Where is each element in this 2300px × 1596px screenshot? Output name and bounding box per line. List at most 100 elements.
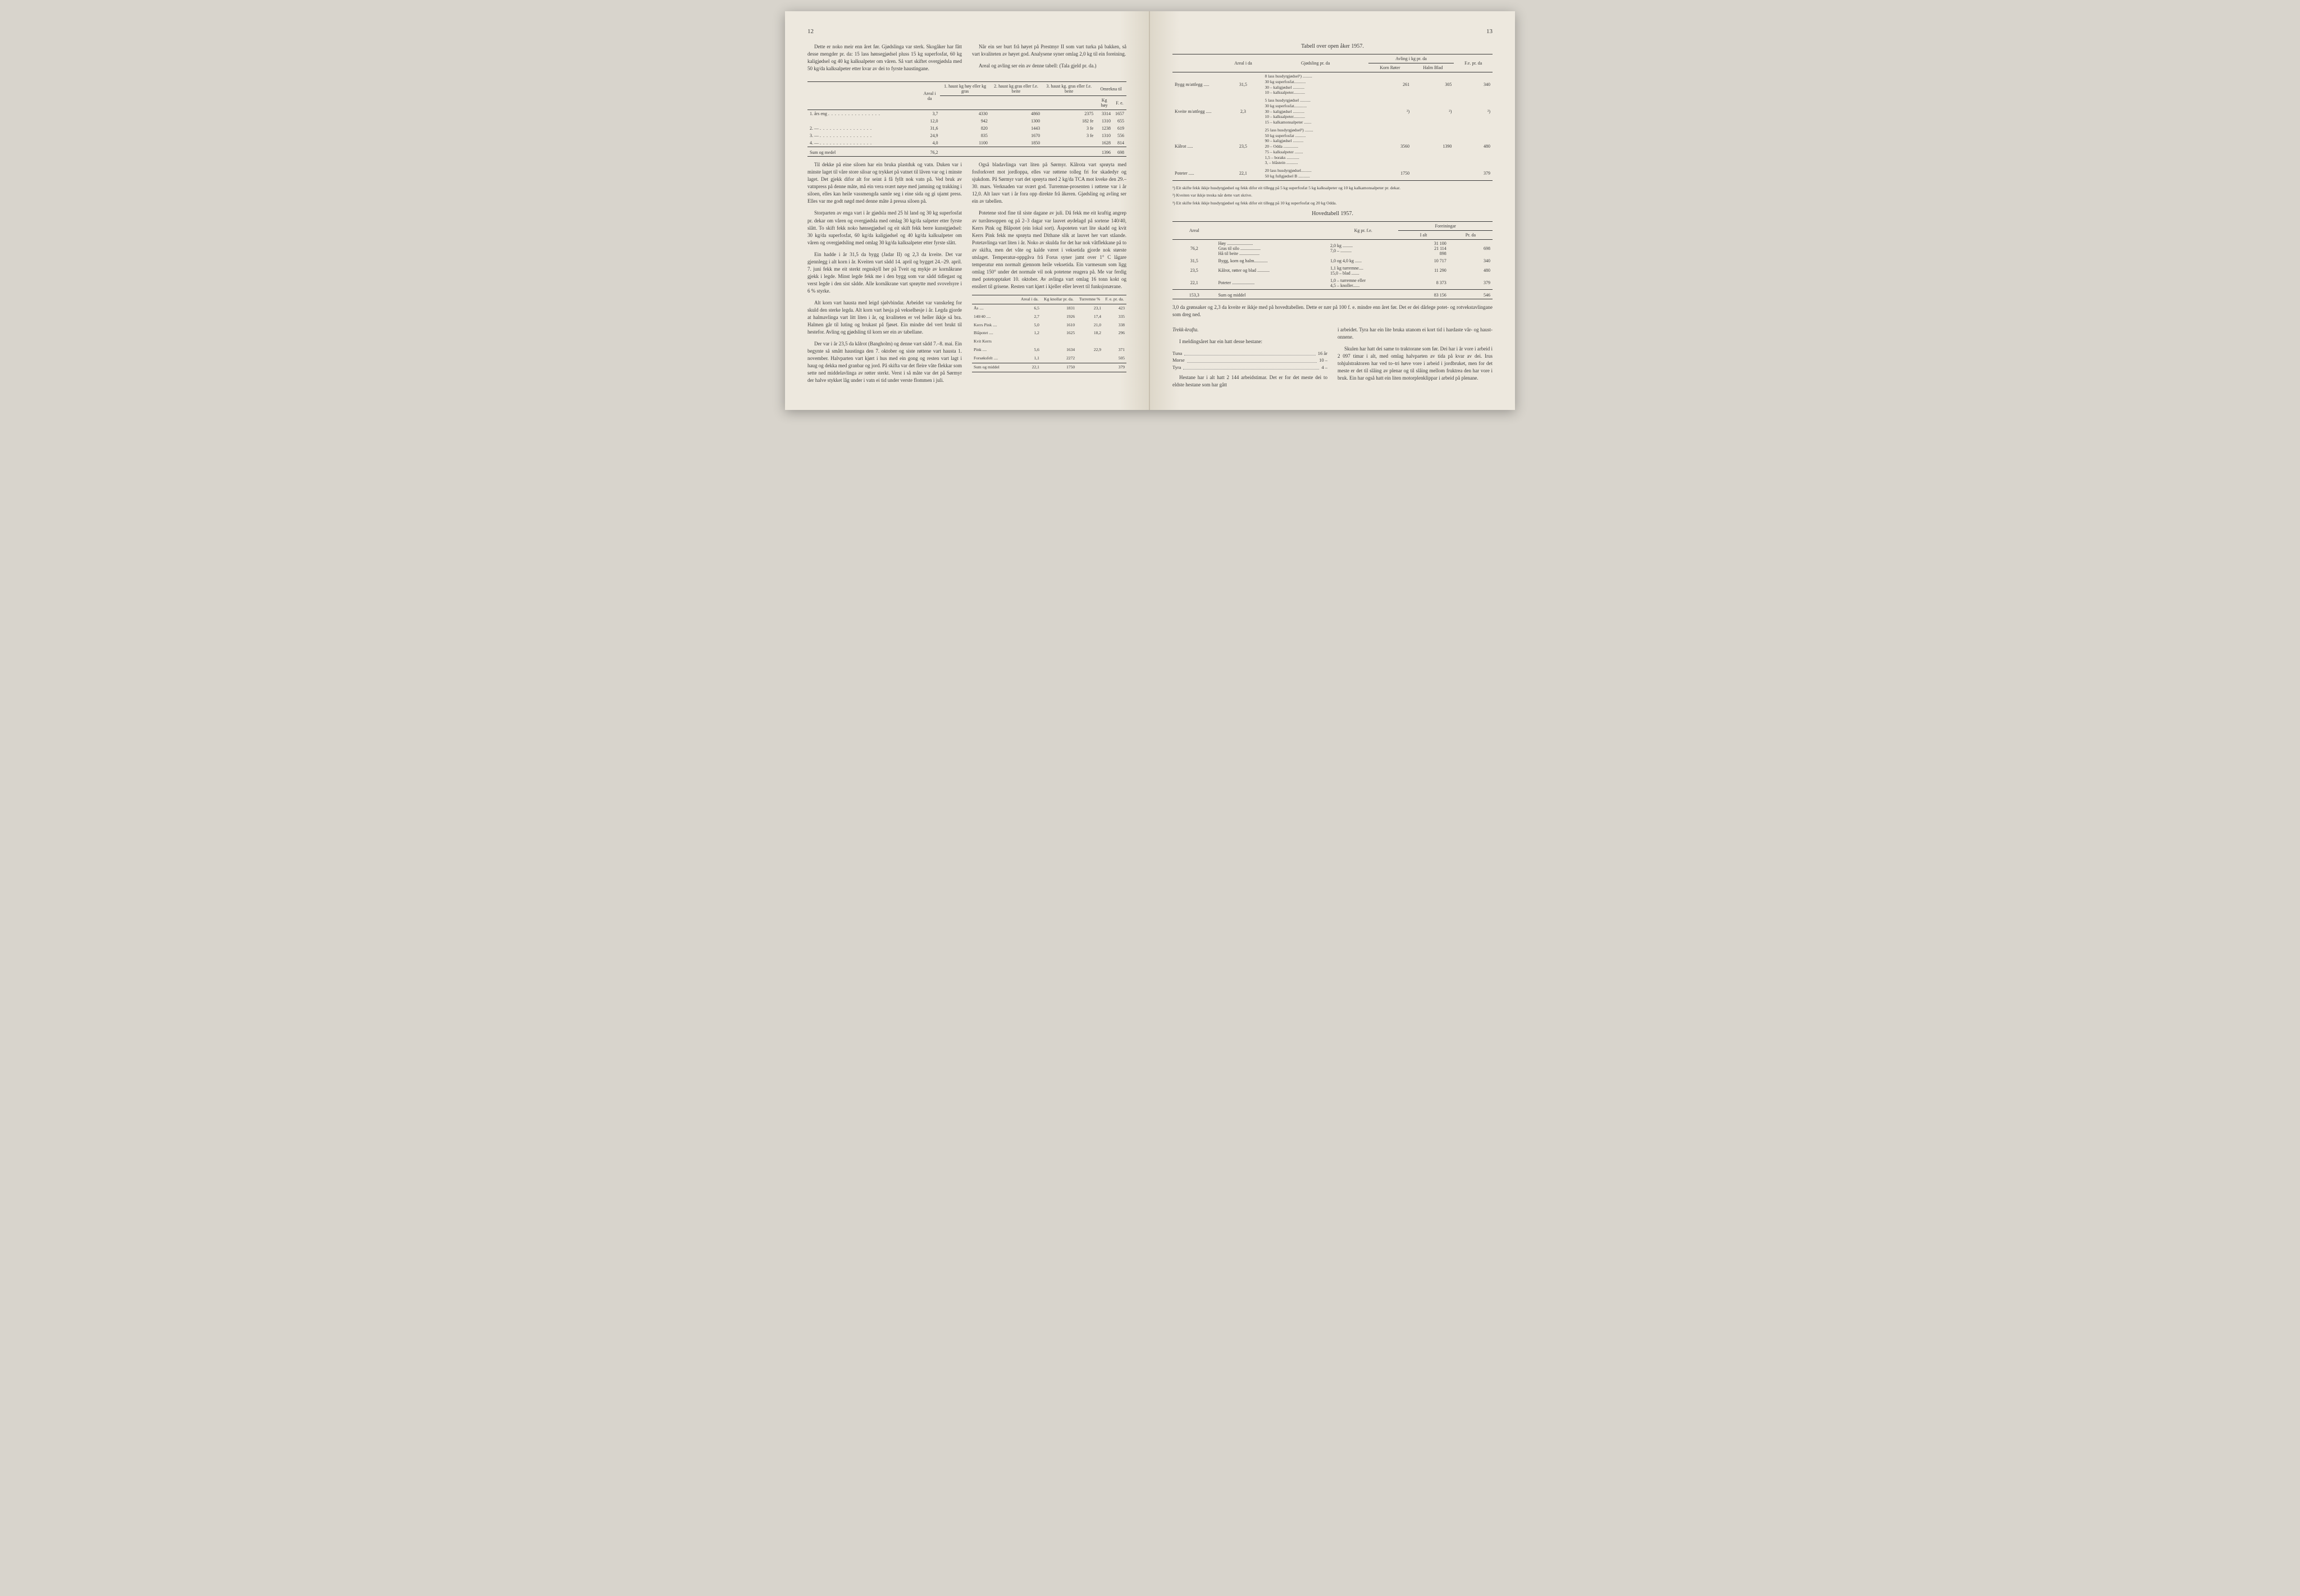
td: 83 156: [1398, 289, 1448, 299]
td: 379: [1454, 167, 1493, 180]
td: 1238: [1096, 125, 1113, 132]
th: Areal: [1172, 221, 1216, 239]
horse-name: Tuna: [1172, 350, 1182, 357]
crop: Kålrot .....: [1172, 126, 1224, 167]
para: Hestane har i alt hatt 2 144 arbeidstima…: [1172, 374, 1327, 389]
td: 1,1: [1019, 354, 1041, 363]
th: F. e. pr. da.: [1103, 295, 1126, 304]
td: 22,1: [1019, 363, 1041, 372]
hoved-table: Areal Kg pr. f.e. Foreiningar I alt Pr. …: [1172, 221, 1493, 299]
td: [1076, 338, 1103, 346]
col-left-1: Dette er noko meir enn året før. Gjødsli…: [807, 43, 962, 77]
td: [1019, 338, 1041, 346]
td: 3560: [1368, 126, 1412, 167]
row-label: [807, 117, 919, 125]
td: 371: [1103, 346, 1126, 354]
td: 2375: [1042, 110, 1096, 118]
kgfe: 1,0 og 4,0 kg ......: [1328, 257, 1398, 265]
td: 1310: [1096, 132, 1113, 139]
row-label: 4. — . . . . . . . . . . . . . . . .: [807, 139, 919, 147]
td: 942: [940, 117, 989, 125]
para: i arbeidet. Tyra har ein lite bruka utan…: [1338, 326, 1493, 341]
td: 1926: [1041, 313, 1076, 321]
row-label: Pink ....: [972, 346, 1019, 354]
page-number-left: 12: [807, 28, 1126, 35]
sum-label: Sum og middel: [972, 363, 1019, 372]
gjodsling: 25 lass husdyrgjødsel³) ........ 50 kg s…: [1263, 126, 1368, 167]
crop: Bygg m/attlegg .....: [1172, 72, 1224, 97]
td: 8 373: [1398, 277, 1448, 290]
sum-label: Sum og medel: [807, 147, 919, 157]
gjodsling: 8 lass husdyrgjødsel¹) ......... 30 kg s…: [1263, 72, 1368, 97]
para: Dette er noko meir enn året før. Gjødsli…: [807, 43, 962, 72]
trekk-col-1: Trekk-krafta. I meldingsåret har ein hat…: [1172, 326, 1327, 393]
para: Alt korn vart hausta med leigd sjølvbind…: [807, 299, 962, 336]
eng-table: Areal i da 1. haust kg høy eller kg gras…: [807, 81, 1126, 157]
th: 1. haust kg høy eller kg gras: [940, 82, 989, 96]
para: Potetene stod fine til siste dagane av j…: [972, 209, 1126, 290]
td: 76,2: [1172, 239, 1216, 257]
horse-age: 4 –: [1321, 364, 1327, 371]
td: 820: [940, 125, 989, 132]
td: ²): [1412, 97, 1454, 126]
th: Omrekna til: [1096, 82, 1126, 96]
para: Når ein ser burt frå høyet på Prestmyr I…: [972, 43, 1126, 58]
td: 17,4: [1076, 313, 1103, 321]
td: 5,0: [1019, 321, 1041, 330]
td: 3 fe: [1042, 132, 1096, 139]
gjodsling: 20 lass husdyrgjødsel.......... 50 kg fu…: [1263, 167, 1368, 180]
th: Pr. da: [1449, 230, 1493, 239]
trekk-columns: Trekk-krafta. I meldingsåret har ein hat…: [1172, 326, 1493, 393]
td: 655: [1113, 117, 1126, 125]
td: 556: [1113, 132, 1126, 139]
td: 505: [1103, 354, 1126, 363]
td: 23,5: [1224, 126, 1262, 167]
td: 379: [1449, 277, 1493, 290]
td: 22,1: [1224, 167, 1262, 180]
td: 153,3: [1172, 289, 1216, 299]
td: 1300: [990, 117, 1042, 125]
td: 546: [1449, 289, 1493, 299]
right-page: 13 Tabell over open åker 1957. Areal i d…: [1150, 11, 1515, 410]
td: ²): [1368, 97, 1412, 126]
th: I alt: [1398, 230, 1448, 239]
td: 76,2: [919, 147, 941, 157]
footnote: ²) Kveiten var ikkje treska når dette va…: [1172, 193, 1493, 198]
td: 10 717: [1398, 257, 1448, 265]
para: Også bladavlinga vart liten på Sørmyr. K…: [972, 161, 1126, 205]
th: 2. haust kg gras eller f.e. beite: [990, 82, 1042, 96]
td: 480: [1454, 126, 1493, 167]
th: Turremne %: [1076, 295, 1103, 304]
td: 335: [1103, 313, 1126, 321]
th: Halm Blad: [1412, 63, 1454, 72]
td: 1634: [1041, 346, 1076, 354]
para: Areal og avling ser ein av denne tabell:…: [972, 62, 1126, 70]
td: 3,7: [919, 110, 941, 118]
para: Skulen har hatt dei same to traktorane s…: [1338, 345, 1493, 382]
para: 3,0 da grønsaker og 2,3 da kveite er ikk…: [1172, 304, 1493, 318]
col-left-2: Når ein ser burt frå høyet på Prestmyr I…: [972, 43, 1126, 77]
th: Foreiningar: [1398, 221, 1493, 230]
th: Kg knollar pr. da.: [1041, 295, 1076, 304]
desc: Poteter ....................: [1216, 277, 1328, 290]
td: 23,1: [1076, 304, 1103, 312]
td: 1750: [1368, 167, 1412, 180]
td: 1610: [1041, 321, 1076, 330]
td: 31,6: [919, 125, 941, 132]
horse-name: Tyra: [1172, 364, 1181, 371]
td: 1396: [1096, 147, 1113, 157]
para: Ein hadde i år 31,5 da bygg (Jadar II) o…: [807, 251, 962, 295]
td: 31,5: [1224, 72, 1262, 97]
lower-columns: Til dekke på eine siloen har ein bruka p…: [807, 161, 1126, 389]
th: Kg høy: [1096, 96, 1113, 110]
td: 12,0: [919, 117, 941, 125]
td: [1412, 167, 1454, 180]
td: 6,5: [1019, 304, 1041, 312]
th: Areal i da.: [1019, 295, 1041, 304]
horse-age: 10 –: [1319, 357, 1327, 363]
col-left-4: Også bladavlinga vart liten på Sørmyr. K…: [972, 161, 1126, 389]
th: Areal i da: [1224, 54, 1262, 72]
th: Gjødsling pr. da: [1263, 54, 1368, 72]
td: 340: [1454, 72, 1493, 97]
td: 2272: [1041, 354, 1076, 363]
